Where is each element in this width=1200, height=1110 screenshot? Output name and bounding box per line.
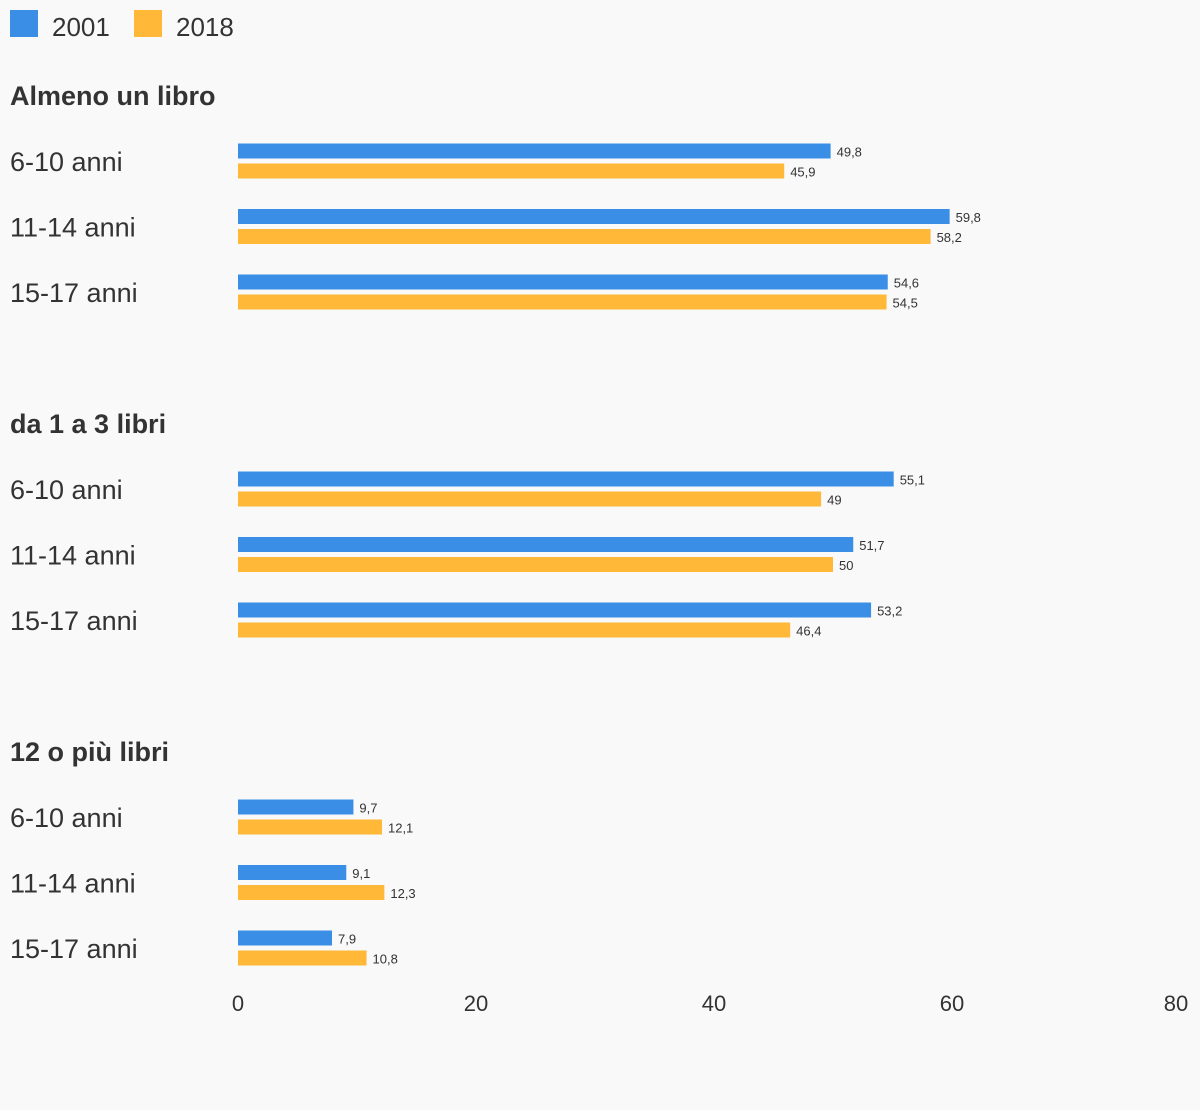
category-label: 6-10 anni	[10, 475, 123, 505]
bar-2001	[238, 471, 894, 487]
bar-2018	[238, 557, 833, 572]
group-1: Almeno un libro 6-10 anni 49,8 45,9 11-14 an…	[10, 81, 981, 311]
bar-row: 11-14 anni 59,8 58,2	[10, 209, 981, 245]
bar-2018	[238, 622, 791, 638]
x-tick-label: 0	[232, 991, 244, 1016]
bar-row: 11-14 anni 9,1 12,3	[10, 865, 416, 901]
category-label: 6-10 anni	[10, 147, 123, 177]
bar-2018	[238, 491, 822, 507]
bar-2001	[238, 930, 333, 946]
x-tick-label: 80	[1164, 991, 1188, 1016]
data-label-2018: 58,2	[937, 230, 962, 245]
data-label-2018: 54,5	[893, 296, 918, 311]
bar-row: 15-17 anni 54,6 54,5	[10, 274, 919, 311]
bar-row: 6-10 anni 55,1 49	[10, 471, 925, 508]
bar-row: 6-10 anni 9,7 12,1	[10, 799, 413, 836]
x-tick-label: 60	[940, 991, 964, 1016]
data-label-2018: 45,9	[790, 165, 815, 180]
legend-swatch-2001	[10, 10, 38, 37]
data-label-2001: 53,2	[877, 604, 902, 619]
group-title: 12 o più libri	[10, 737, 169, 767]
legend-label-2018: 2018	[176, 12, 234, 42]
category-label: 15-17 anni	[10, 278, 138, 308]
group-title: Almeno un libro	[10, 81, 216, 111]
x-axis: 0 20 40 60 80	[232, 991, 1188, 1016]
data-label-2001: 54,6	[894, 276, 919, 291]
category-label: 15-17 anni	[10, 606, 138, 636]
x-tick-label: 40	[702, 991, 726, 1016]
bar-2001	[238, 799, 354, 815]
data-label-2001: 51,7	[859, 538, 884, 553]
data-label-2001: 9,7	[359, 801, 377, 816]
data-label-2018: 49	[827, 493, 841, 508]
data-label-2018: 50	[839, 558, 853, 573]
bar-2018	[238, 950, 367, 966]
category-label: 11-14 anni	[10, 869, 136, 899]
legend-swatch-2018	[134, 10, 162, 37]
group-3: 12 o più libri 6-10 anni 9,7 12,1 11-14 anni…	[10, 737, 416, 967]
data-label-2001: 9,1	[352, 866, 370, 881]
data-label-2001: 49,8	[837, 145, 862, 160]
data-label-2018: 10,8	[373, 952, 398, 967]
category-label: 6-10 anni	[10, 803, 123, 833]
legend: 2001 2018	[10, 10, 234, 42]
group-2: da 1 a 3 libri 6-10 anni 55,1 49 11-14 anni 5…	[10, 409, 925, 639]
bar-2018	[238, 294, 887, 310]
bar-row: 15-17 anni 53,2 46,4	[10, 602, 902, 639]
bar-2001	[238, 865, 347, 880]
data-label-2001: 7,9	[338, 932, 356, 947]
data-label-2018: 12,3	[390, 886, 415, 901]
group-title: da 1 a 3 libri	[10, 409, 166, 439]
bar-2018	[238, 163, 785, 179]
x-tick-label: 20	[464, 991, 488, 1016]
bar-2001	[238, 274, 888, 290]
data-label-2018: 46,4	[796, 624, 821, 639]
category-label: 11-14 anni	[10, 213, 136, 243]
bar-2001	[238, 602, 872, 618]
data-label-2001: 55,1	[900, 473, 925, 488]
data-label-2001: 59,8	[956, 210, 981, 225]
bar-2018	[238, 229, 931, 244]
bar-2001	[238, 209, 950, 224]
bar-2001	[238, 537, 854, 552]
bar-row: 11-14 anni 51,7 50	[10, 537, 885, 573]
bar-2018	[238, 819, 382, 835]
bar-2001	[238, 143, 831, 159]
category-label: 11-14 anni	[10, 541, 136, 571]
bar-row: 15-17 anni 7,9 10,8	[10, 930, 398, 967]
bar-row: 6-10 anni 49,8 45,9	[10, 143, 862, 180]
category-label: 15-17 anni	[10, 934, 138, 964]
chart-groups: Almeno un libro 6-10 anni 49,8 45,9 11-14 an…	[10, 81, 981, 967]
legend-label-2001: 2001	[52, 12, 110, 42]
bar-2018	[238, 885, 385, 900]
data-label-2018: 12,1	[388, 821, 413, 836]
